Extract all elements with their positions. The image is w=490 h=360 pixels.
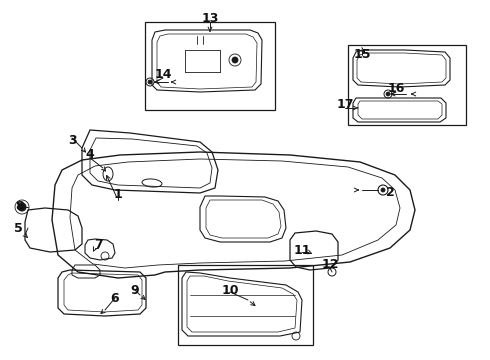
Text: 8: 8 [16,201,24,213]
Text: 7: 7 [94,238,102,252]
Text: 9: 9 [131,284,139,297]
Circle shape [232,57,238,63]
Circle shape [386,92,390,96]
Text: 13: 13 [201,12,219,24]
Text: 2: 2 [386,185,394,198]
Text: 3: 3 [68,134,76,147]
Text: 11: 11 [293,243,311,256]
Circle shape [18,203,26,211]
Bar [145,22,275,110]
Text: 14: 14 [154,68,172,81]
Text: 4: 4 [86,148,95,162]
Bar [348,45,466,125]
Text: 5: 5 [14,221,23,234]
Circle shape [148,80,152,84]
Text: 17: 17 [336,99,354,112]
Text: 10: 10 [221,284,239,297]
Text: 6: 6 [111,292,119,305]
Bar [178,265,313,345]
Text: 16: 16 [387,81,405,94]
Circle shape [381,188,385,192]
Text: 1: 1 [114,189,122,202]
Text: 15: 15 [353,49,371,62]
Text: 12: 12 [321,258,339,271]
